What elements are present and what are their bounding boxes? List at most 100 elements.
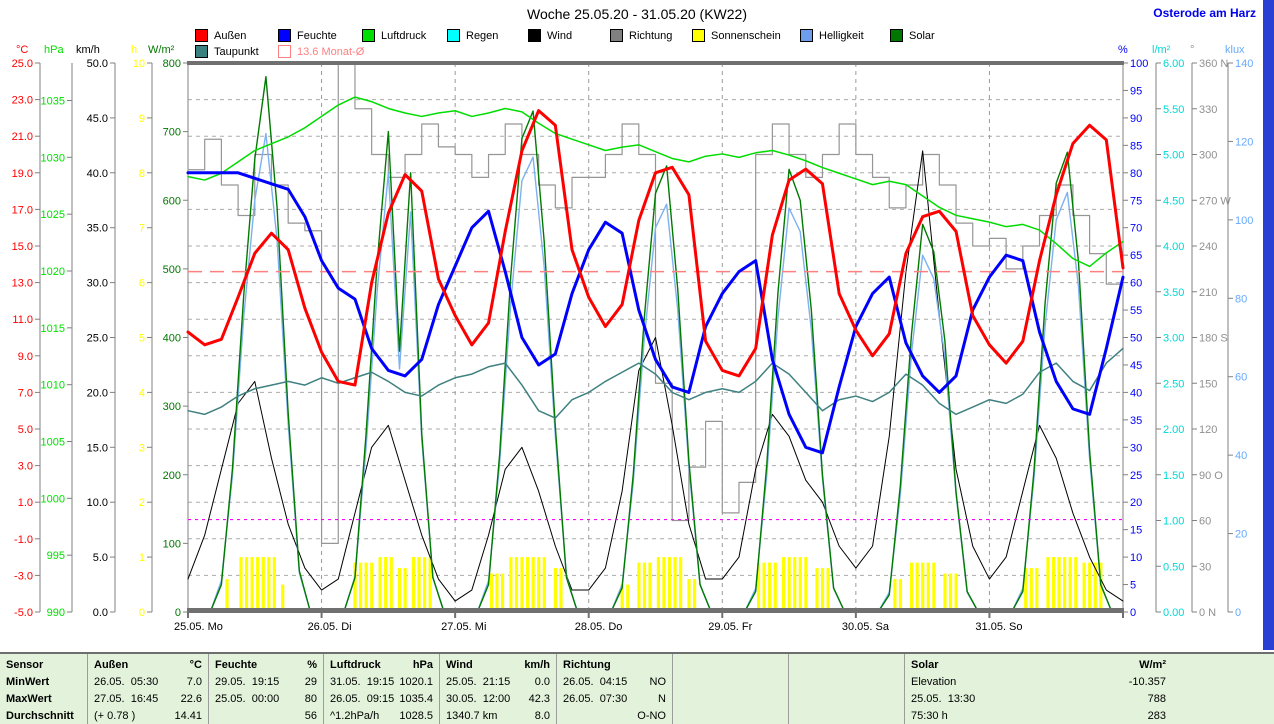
table-cell-row: 26.05. 05:30 7.0 <box>94 673 202 690</box>
axis-text: 400 <box>163 333 181 345</box>
cell-value: 29 <box>304 675 317 688</box>
sunshine-bar <box>692 579 697 608</box>
legend-label: Außen <box>214 29 247 42</box>
axis-text: 700 <box>163 127 181 139</box>
cell-time: 31.05. 19:15 <box>330 675 395 688</box>
sunshine-bar <box>514 557 519 608</box>
sunshine-bar <box>804 557 808 608</box>
axis-text: 27.05. Mi <box>441 621 486 633</box>
sunshine-bar <box>542 557 546 608</box>
sunshine-bar <box>239 557 243 608</box>
sunshine-bar <box>553 568 558 608</box>
series-richtung <box>187 62 1124 544</box>
axis-text: 3.0 <box>18 461 33 473</box>
sunshine-bar <box>768 562 772 608</box>
cell-value: 1028.5 <box>399 709 433 722</box>
axis-text: 1.0 <box>18 497 33 509</box>
axis-text: klux <box>1225 44 1245 56</box>
table-cell-row: 25.05. 00:00 80 <box>215 690 317 707</box>
axis-text: 13.0 <box>12 278 33 290</box>
cell-time: 25.05. 00:00 <box>215 692 280 705</box>
sunshine-bar <box>656 557 660 608</box>
sunshine-bar <box>1093 562 1097 608</box>
axis-text: 200 <box>163 470 181 482</box>
sunshine-bar <box>793 557 797 608</box>
table-row-label: Durchschnitt <box>6 709 74 722</box>
column-unit: W/m² <box>1139 658 1166 671</box>
sunshine-bar <box>815 568 819 608</box>
table-row-label: MaxWert <box>6 692 52 705</box>
axis-text: 40 <box>1130 387 1142 399</box>
sunshine-bar <box>428 557 432 608</box>
column-unit: hPa <box>412 658 433 671</box>
legend-item-feuchte: Feuchte <box>278 29 337 42</box>
column-header: Wind km/h <box>446 656 550 673</box>
sunshine-bar <box>798 557 802 608</box>
axis-text: 1000 <box>41 493 65 505</box>
sunshine-bar <box>648 562 652 608</box>
axis-text: ° <box>1190 44 1194 56</box>
axis-text: 26.05. Di <box>308 621 352 633</box>
axis-text: 0 <box>1235 607 1241 619</box>
cell-value: 7.0 <box>186 675 202 688</box>
axis-text: 1010 <box>41 380 65 392</box>
sunshine-bar <box>244 557 249 608</box>
series-luftdruck <box>187 96 1124 268</box>
legend-item-helligkeit: Helligkeit <box>800 29 864 42</box>
axis-text: 240 <box>1199 241 1217 253</box>
plot-top-border <box>187 61 1124 65</box>
axis-text: 0 <box>139 607 145 619</box>
axis-text: -5.0 <box>14 607 33 619</box>
legend-swatch <box>278 45 291 58</box>
axis-text: 100 <box>163 538 181 550</box>
axis-text: 6.00 <box>1163 58 1184 70</box>
axis-text: 3.50 <box>1163 287 1184 299</box>
table-cell-row: 27.05. 16:45 22.6 <box>94 690 202 707</box>
axis-text: 100 <box>1130 58 1148 70</box>
sunshine-bar <box>620 584 624 608</box>
axis-text: 5.0 <box>93 552 108 564</box>
cell-value: 56 <box>304 709 317 722</box>
axis-text: 21.0 <box>12 131 33 143</box>
legend-label: Taupunkt <box>214 45 259 58</box>
axis-text: 20 <box>1130 497 1142 509</box>
sunshine-bar <box>1068 557 1072 608</box>
sunshine-bar <box>423 557 427 608</box>
sunshine-bar <box>250 557 254 608</box>
axis-text: 3 <box>139 442 145 454</box>
axis-text: 120 <box>1199 424 1217 436</box>
axis-text: 10 <box>1130 552 1142 564</box>
axis-text: 2.50 <box>1163 378 1184 390</box>
table-column-wind: Wind km/h 25.05. 21:15 0.0 30.05. 12:00 42.3 1… <box>439 654 556 724</box>
axis-text: 180 S <box>1199 333 1228 345</box>
axis-text: % <box>1118 44 1128 56</box>
axis-text: 0.00 <box>1163 607 1184 619</box>
cell-value: NO <box>649 675 667 688</box>
cell-time: 25.05. 13:30 <box>911 692 976 705</box>
legend-label: Sonnenschein <box>711 29 781 42</box>
cell-value: 22.6 <box>180 692 202 705</box>
window-edge-strip <box>1263 0 1274 650</box>
table-cell-row: 56 <box>215 707 317 724</box>
table-cell-row: 1340.7 km 8.0 <box>446 707 550 724</box>
table-column-empty <box>788 654 904 724</box>
legend-swatch <box>800 29 813 42</box>
axis-text: 150 <box>1199 378 1217 390</box>
cell-time: 1340.7 km <box>446 709 498 722</box>
legend-item-solar: Solar <box>890 29 935 42</box>
column-name: Wind <box>446 658 473 671</box>
legend-label: 13.6 Monat-Ø <box>297 45 365 58</box>
axis-text: 25.0 <box>87 333 108 345</box>
axis-text: 5.50 <box>1163 104 1184 116</box>
sunshine-bar <box>820 568 825 608</box>
legend-item-wind: Wind <box>528 29 572 42</box>
cell-time: 26.05. 07:30 <box>563 692 628 705</box>
legend-row-2: Taupunkt 13.6 Monat-Ø <box>0 45 1274 59</box>
table-cell-row: 29.05. 19:15 29 <box>215 673 317 690</box>
cell-value: 283 <box>1147 709 1166 722</box>
sunshine-bar <box>256 557 260 608</box>
axis-text: 0.50 <box>1163 561 1184 573</box>
axis-text: 35 <box>1130 415 1142 427</box>
legend-item-regen: Regen <box>447 29 498 42</box>
column-unit: km/h <box>524 658 550 671</box>
